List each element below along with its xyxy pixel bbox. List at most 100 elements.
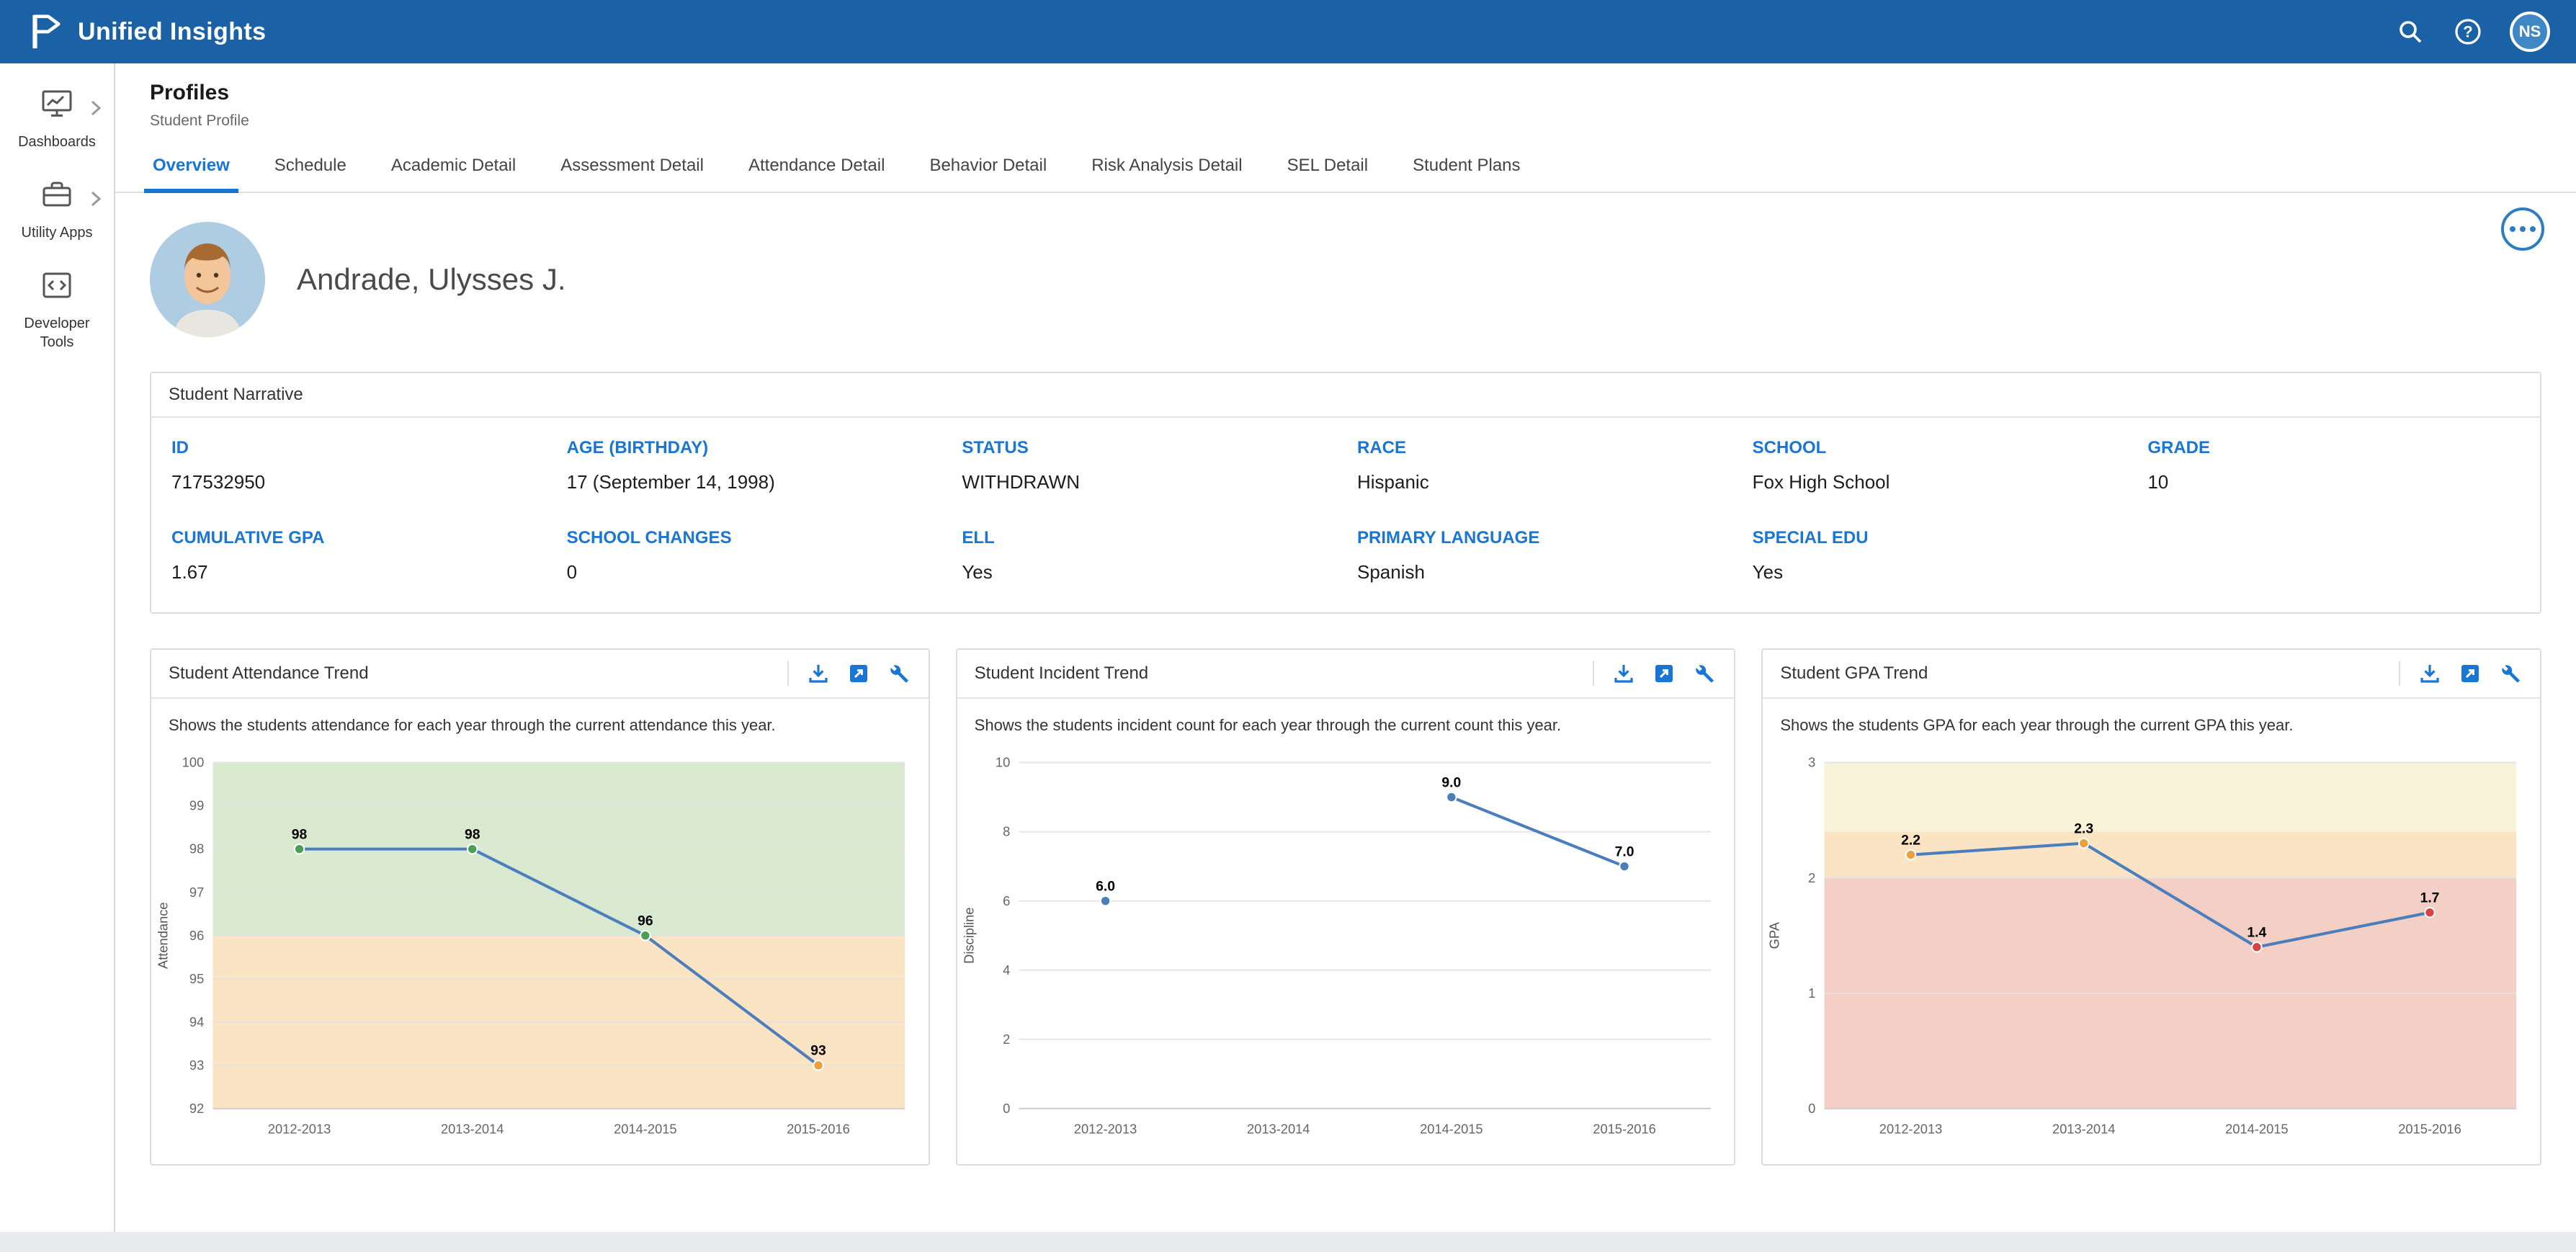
sidebar-item-label: Utility Apps	[21, 225, 93, 241]
tab-overview[interactable]: Overview	[143, 141, 239, 193]
svg-text:2014-2015: 2014-2015	[1420, 1121, 1483, 1136]
svg-text:2015-2016: 2015-2016	[1593, 1121, 1656, 1136]
svg-text:1.4: 1.4	[2248, 925, 2267, 940]
sidebar-item-developer-tools[interactable]: Developer Tools	[0, 256, 114, 360]
student-attendance-trend-card: Student Attendance Trend Shows the stu	[150, 648, 930, 1166]
svg-text:93: 93	[189, 1058, 204, 1073]
sidebar-item-dashboards[interactable]: Dashboards	[0, 75, 114, 160]
help-icon[interactable]: ?	[2452, 16, 2484, 48]
field-primary-language: PRIMARY LANGUAGE Spanish	[1357, 528, 1540, 583]
svg-text:8: 8	[1003, 823, 1010, 839]
tab-risk-analysis-detail[interactable]: Risk Analysis Detail	[1091, 156, 1243, 175]
field-id: ID 717532950	[171, 438, 266, 493]
sidebar-item-utility-apps[interactable]: Utility Apps	[0, 166, 114, 251]
field-age-birthday: AGE (BIRTHDAY) 17 (September 14, 1998)	[566, 438, 775, 493]
svg-text:2012-2013: 2012-2013	[1073, 1121, 1137, 1136]
card-title: Student Attendance Trend	[169, 663, 369, 683]
chevron-right-icon	[91, 186, 102, 213]
svg-text:6.0: 6.0	[1096, 879, 1115, 894]
export-icon[interactable]	[1652, 661, 1676, 686]
svg-text:2015-2016: 2015-2016	[2399, 1121, 2462, 1136]
student-gpa-trend-card: Student GPA Trend Shows the students G	[1761, 648, 2541, 1166]
export-icon[interactable]	[846, 661, 871, 686]
download-icon[interactable]	[1611, 661, 1636, 686]
svg-text:100: 100	[182, 754, 205, 769]
export-icon[interactable]	[2458, 661, 2482, 686]
svg-text:10: 10	[996, 754, 1010, 769]
svg-text:4: 4	[1003, 962, 1010, 978]
tab-assessment-detail[interactable]: Assessment Detail	[560, 156, 704, 175]
sidebar: Dashboards Utility Apps De	[0, 63, 115, 1232]
svg-text:96: 96	[638, 913, 653, 929]
svg-text:92: 92	[189, 1101, 204, 1116]
customize-icon[interactable]	[887, 661, 911, 686]
svg-text:2014-2015: 2014-2015	[614, 1121, 677, 1136]
field-special-edu: SPECIAL EDU Yes	[1752, 528, 1869, 583]
svg-text:0: 0	[1808, 1101, 1815, 1116]
chart-toolbar	[2398, 661, 2523, 686]
svg-text:94: 94	[189, 1014, 204, 1029]
page-title: Profiles	[150, 81, 230, 104]
field-ell: ELL Yes	[962, 528, 995, 583]
tab-attendance-detail[interactable]: Attendance Detail	[748, 156, 885, 175]
search-icon[interactable]	[2394, 16, 2426, 48]
svg-text:2013-2014: 2013-2014	[2052, 1121, 2116, 1136]
chart-description: Shows the students attendance for each y…	[169, 716, 776, 734]
user-avatar[interactable]: NS	[2510, 12, 2550, 52]
svg-text:2014-2015: 2014-2015	[2225, 1121, 2289, 1136]
svg-text:Discipline: Discipline	[961, 907, 976, 963]
main-content: Profiles Student Profile Overview Schedu…	[115, 63, 2576, 1232]
breadcrumb: Profiles Student Profile	[115, 63, 2576, 130]
svg-text:3: 3	[1808, 754, 1815, 769]
field-race: RACE Hispanic	[1357, 438, 1429, 493]
profile-tabs: Overview Schedule Academic Detail Assess…	[115, 141, 2576, 193]
svg-text:97: 97	[189, 884, 204, 899]
svg-text:2012-2013: 2012-2013	[268, 1121, 331, 1136]
tab-academic-detail[interactable]: Academic Detail	[390, 156, 516, 175]
customize-icon[interactable]	[1692, 661, 1717, 686]
chart-description: Shows the students incident count for ea…	[974, 716, 1562, 734]
developer-tools-icon	[41, 271, 73, 305]
download-icon[interactable]	[806, 661, 831, 686]
trend-charts: Student Attendance Trend Shows the stu	[150, 648, 2541, 1166]
student-narrative-card: Student Narrative ID 717532950 AGE (BIRT…	[150, 372, 2541, 614]
tab-schedule[interactable]: Schedule	[274, 156, 346, 175]
svg-text:2013-2014: 2013-2014	[441, 1121, 504, 1136]
svg-text:2: 2	[1808, 869, 1815, 885]
page-subtitle: Student Profile	[150, 112, 249, 129]
utility-apps-icon	[41, 180, 73, 215]
svg-text:2.2: 2.2	[1901, 833, 1920, 848]
svg-text:98: 98	[292, 827, 308, 842]
tab-student-plans[interactable]: Student Plans	[1413, 156, 1521, 175]
svg-text:6: 6	[1003, 893, 1010, 908]
sidebar-item-label: Developer Tools	[24, 316, 90, 350]
card-title: Student GPA Trend	[1780, 663, 1928, 683]
tab-behavior-detail[interactable]: Behavior Detail	[929, 156, 1047, 175]
student-incident-trend-card: Student Incident Trend Shows the stude	[955, 648, 1736, 1166]
field-cumulative-gpa: CUMULATIVE GPA 1.67	[171, 528, 325, 583]
svg-text:98: 98	[189, 841, 204, 856]
student-name: Andrade, Ulysses J.	[297, 262, 566, 296]
download-icon[interactable]	[2418, 661, 2442, 686]
more-options-button[interactable]	[2501, 207, 2544, 251]
sidebar-item-label: Dashboards	[18, 134, 96, 150]
app-title: Unified Insights	[78, 17, 267, 45]
svg-text:99: 99	[189, 797, 204, 813]
field-status: STATUS WITHDRAWN	[962, 438, 1080, 493]
svg-text:98: 98	[465, 827, 480, 842]
svg-text:1.7: 1.7	[2420, 890, 2440, 906]
gpa-trend-chart: 0 1 2 3 2012-2013 2013-2014 2014-2015 2015-2016…	[1767, 754, 2517, 1136]
tab-sel-detail[interactable]: SEL Detail	[1287, 156, 1369, 175]
incident-trend-chart: 0 2 4 6 8 10 2012-2013 2013-2014 2014-2015 2015-2…	[961, 754, 1711, 1136]
customize-icon[interactable]	[2498, 661, 2523, 686]
chart-toolbar	[1593, 661, 1717, 686]
svg-text:0: 0	[1003, 1101, 1010, 1116]
app-header: Unified Insights ? NS	[0, 0, 2576, 63]
svg-text:95: 95	[189, 971, 204, 986]
svg-text:GPA: GPA	[1767, 921, 1782, 949]
chevron-right-icon	[91, 95, 102, 122]
svg-text:2: 2	[1003, 1032, 1010, 1047]
svg-text:1: 1	[1808, 985, 1815, 1001]
svg-text:?: ?	[2463, 23, 2472, 41]
student-header: Andrade, Ulysses J.	[115, 193, 2576, 372]
